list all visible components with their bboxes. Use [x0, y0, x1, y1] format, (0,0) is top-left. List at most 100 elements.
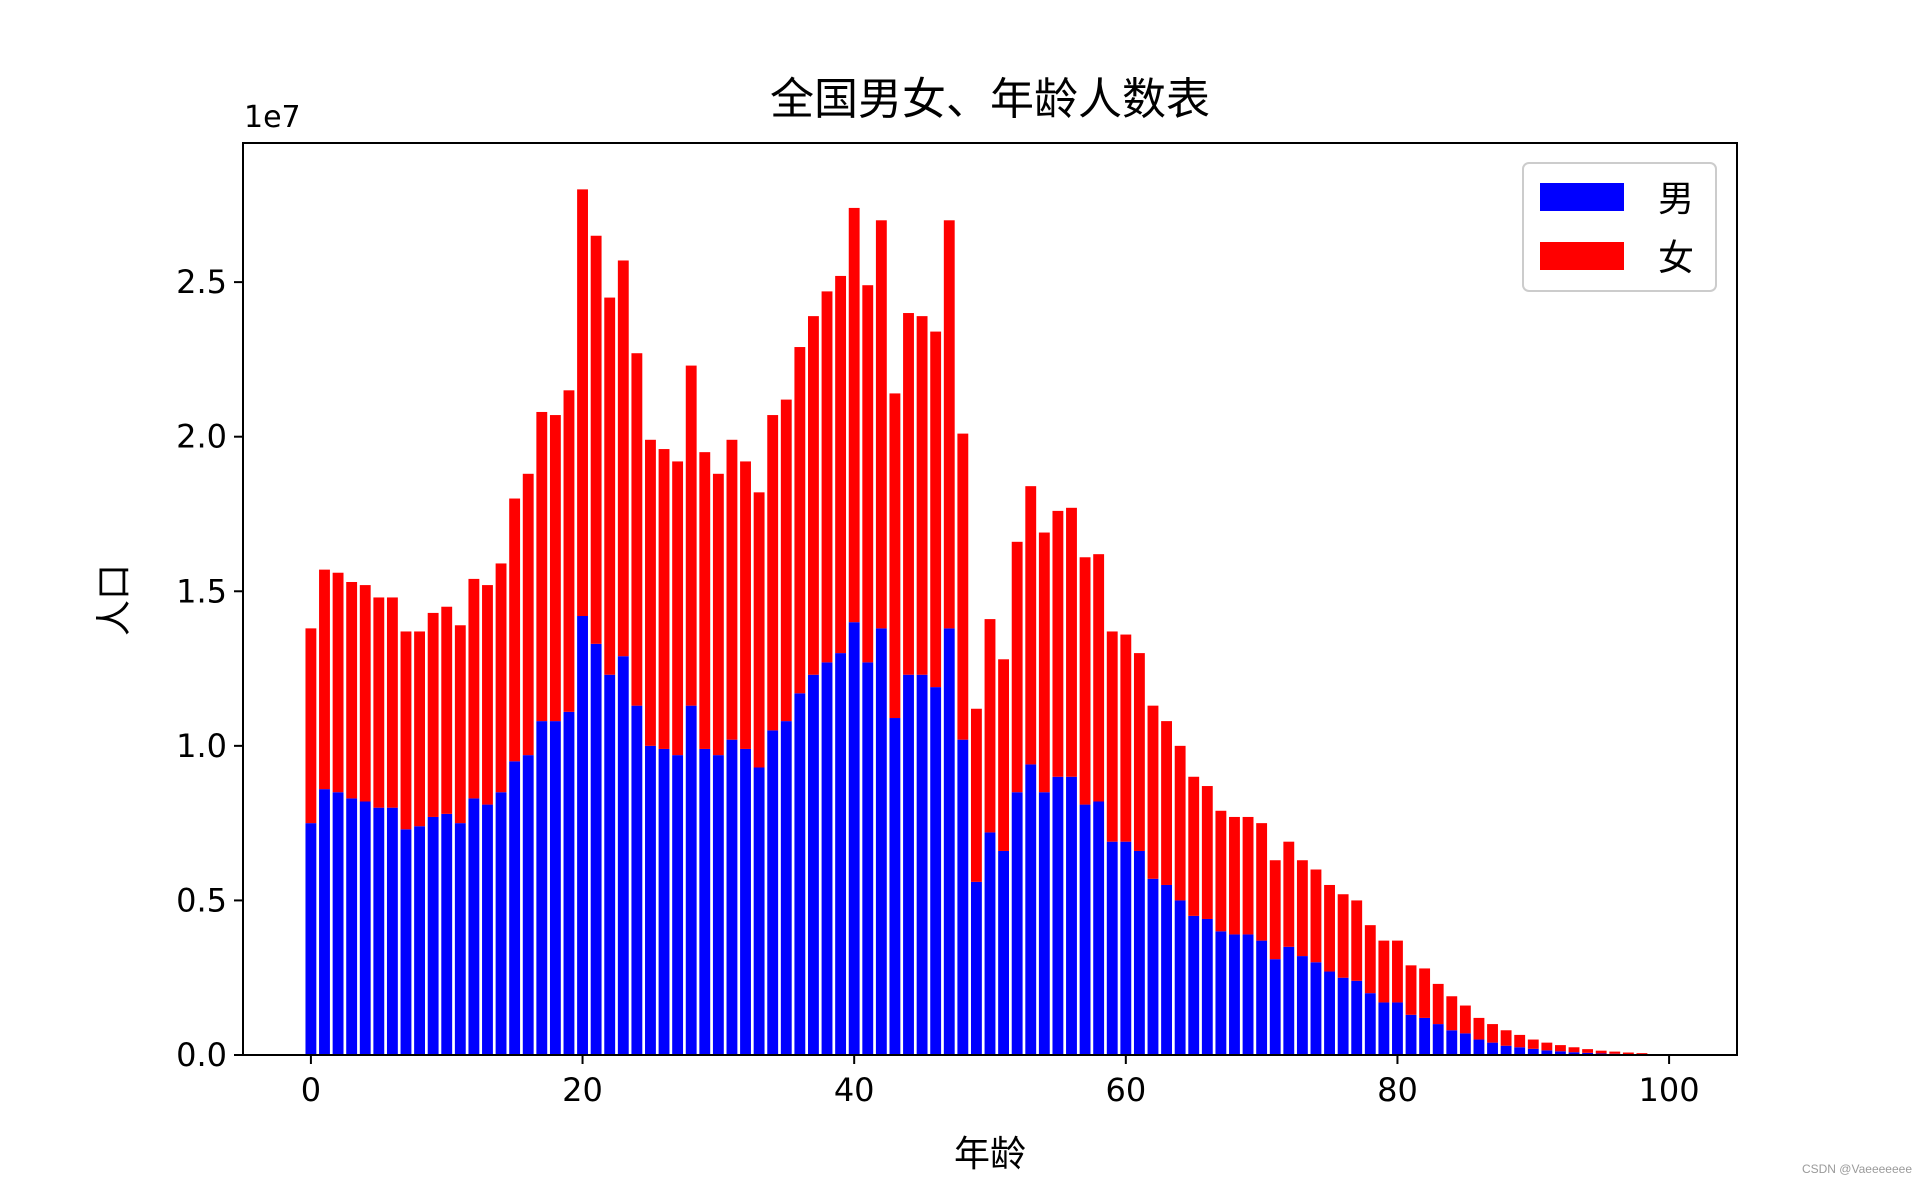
bar-female-87: [1487, 1024, 1498, 1043]
bar-female-28: [685, 365, 697, 706]
bar-male-94: [1582, 1052, 1594, 1055]
bar-male-87: [1487, 1042, 1498, 1055]
bar-female-9: [427, 612, 439, 817]
y-tick-label: 2.5: [176, 263, 227, 301]
bar-male-65: [1188, 915, 1200, 1055]
bar-female-70: [1256, 823, 1268, 941]
bar-female-49: [970, 708, 982, 882]
bar-female-57: [1079, 557, 1091, 805]
bar-female-65: [1188, 776, 1200, 916]
bar-female-15: [509, 498, 521, 762]
bar-male-27: [672, 755, 684, 1055]
bar-female-66: [1201, 786, 1213, 919]
bar-male-22: [604, 674, 616, 1055]
bar-female-38: [821, 291, 833, 663]
bar-male-67: [1215, 931, 1227, 1055]
bar-male-53: [1025, 764, 1037, 1055]
bar-male-44: [903, 674, 914, 1055]
y-tick-label: 0.5: [176, 881, 227, 919]
bar-male-74: [1310, 962, 1322, 1055]
bar-male-55: [1052, 776, 1064, 1055]
bar-male-52: [1011, 792, 1023, 1055]
bar-female-21: [590, 235, 602, 644]
bar-male-19: [563, 711, 575, 1055]
bar-male-28: [685, 705, 697, 1055]
bar-female-5: [373, 597, 385, 808]
bar-male-63: [1161, 884, 1172, 1055]
bar-female-92: [1555, 1045, 1566, 1052]
bar-male-17: [536, 721, 548, 1055]
bar-male-4: [359, 801, 371, 1055]
bar-female-81: [1405, 965, 1417, 1015]
bar-male-3: [346, 798, 358, 1055]
bar-female-53: [1025, 486, 1037, 765]
bar-female-46: [930, 331, 942, 688]
bar-female-63: [1161, 721, 1172, 885]
bar-male-46: [930, 687, 942, 1055]
bar-female-43: [889, 393, 901, 719]
bar-male-10: [441, 813, 453, 1055]
bar-female-73: [1296, 860, 1308, 957]
bar-male-59: [1106, 841, 1118, 1055]
bar-female-95: [1595, 1050, 1607, 1054]
bar-male-45: [916, 674, 928, 1055]
bar-male-7: [400, 829, 412, 1055]
bar-female-16: [522, 473, 534, 756]
bar-male-71: [1269, 959, 1281, 1055]
bar-male-32: [740, 748, 751, 1055]
bar-male-82: [1419, 1017, 1431, 1055]
bar-female-55: [1052, 510, 1064, 777]
bar-male-20: [577, 616, 588, 1055]
bar-male-91: [1541, 1050, 1553, 1055]
bar-female-82: [1419, 968, 1431, 1018]
bar-male-66: [1201, 918, 1213, 1055]
bar-female-84: [1446, 996, 1458, 1031]
bar-female-24: [631, 353, 643, 706]
bar-male-6: [386, 807, 398, 1055]
bar-male-69: [1242, 934, 1254, 1055]
bar-male-23: [617, 656, 629, 1055]
bar-female-80: [1392, 940, 1403, 1003]
bar-male-30: [712, 755, 724, 1055]
y-axis-label: 人口: [94, 564, 135, 636]
bar-male-56: [1066, 776, 1077, 1055]
bar-female-31: [726, 439, 738, 740]
bar-male-79: [1378, 1002, 1390, 1055]
bar-male-47: [943, 628, 955, 1055]
bar-female-23: [617, 260, 629, 657]
bar-female-71: [1269, 860, 1281, 960]
y-tick-label: 0.0: [176, 1036, 227, 1074]
bar-female-74: [1310, 869, 1322, 963]
bar-female-77: [1351, 900, 1363, 981]
bar-male-72: [1283, 946, 1295, 1055]
bar-male-48: [957, 739, 969, 1055]
bar-male-29: [699, 748, 711, 1055]
bar-female-72: [1283, 841, 1295, 947]
bar-male-54: [1038, 792, 1050, 1055]
bar-female-44: [903, 313, 914, 675]
bar-female-3: [346, 581, 358, 799]
bar-female-11: [454, 625, 466, 824]
bar-male-36: [794, 693, 806, 1055]
x-tick-label: 80: [1377, 1071, 1418, 1109]
bar-female-59: [1106, 631, 1118, 842]
bars-layer: [305, 189, 1675, 1055]
bar-female-41: [862, 285, 874, 663]
bar-male-5: [373, 807, 385, 1055]
bar-male-60: [1120, 841, 1132, 1055]
bar-female-52: [1011, 541, 1023, 793]
bar-female-79: [1378, 940, 1390, 1003]
y-offset-label: 1e7: [244, 100, 301, 135]
bar-female-4: [359, 585, 371, 802]
bar-male-81: [1405, 1014, 1417, 1055]
bar-male-70: [1256, 940, 1268, 1055]
bar-male-41: [862, 662, 874, 1055]
bar-female-8: [414, 631, 425, 827]
watermark: CSDN @Vaeeeeeee: [1801, 1162, 1912, 1176]
x-axis: 0 20 40 60 80 100: [301, 1055, 1700, 1109]
bar-male-15: [509, 761, 521, 1055]
bar-male-76: [1337, 977, 1349, 1055]
bar-male-83: [1432, 1024, 1444, 1055]
x-tick-label: 0: [301, 1071, 321, 1109]
